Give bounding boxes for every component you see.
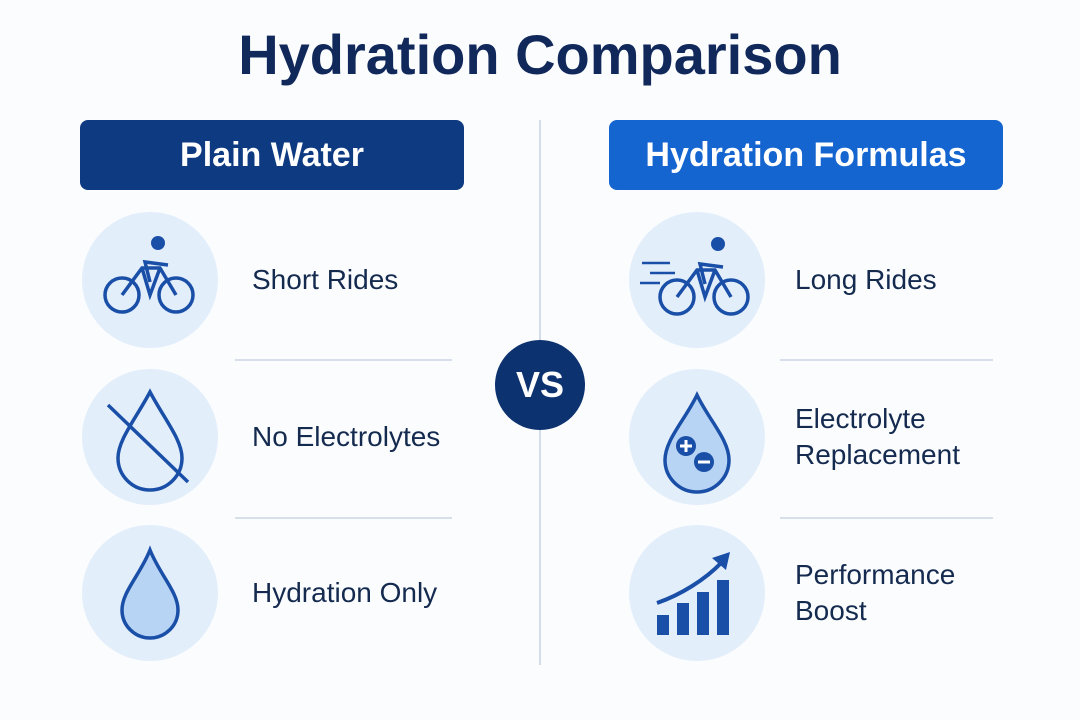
item-label: Performance Boost <box>795 559 956 626</box>
vs-badge: VS <box>495 340 585 430</box>
no-drop-icon <box>106 388 190 492</box>
drop-icon <box>120 545 180 640</box>
fast-bike-icon <box>640 237 750 316</box>
item-label: Long Rides <box>795 264 937 295</box>
item-label: No Electrolytes <box>252 421 441 452</box>
item-label: Short Rides <box>252 264 399 295</box>
left-heading: Plain Water <box>80 120 464 190</box>
item-label: Hydration Only <box>252 577 438 608</box>
separators <box>235 359 993 519</box>
item-label: Electrolyte Replacement <box>795 403 960 470</box>
electrolyte-icon <box>663 390 731 494</box>
title: Hydration Comparison <box>238 23 842 86</box>
growth-icon <box>656 552 730 635</box>
right-heading: Hydration Formulas <box>609 120 1003 190</box>
bike-icon <box>103 236 195 314</box>
